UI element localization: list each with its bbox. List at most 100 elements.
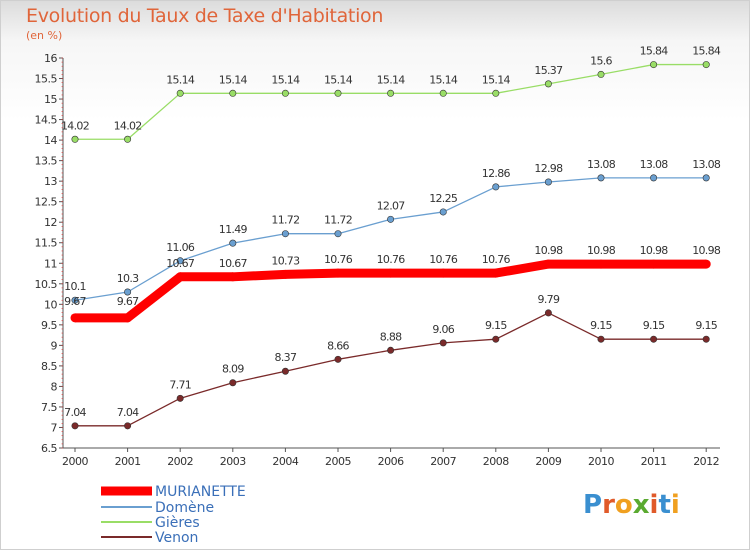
data-point bbox=[229, 379, 237, 387]
data-point bbox=[702, 335, 710, 343]
data-label: 9.67 bbox=[64, 295, 86, 308]
data-point bbox=[649, 259, 659, 269]
data-label: 10.73 bbox=[271, 254, 300, 267]
data-point bbox=[544, 309, 552, 317]
x-tick-label: 2002 bbox=[167, 455, 193, 468]
data-label: 13.08 bbox=[587, 158, 616, 171]
y-tick-label: 11 bbox=[44, 257, 57, 270]
data-point bbox=[492, 183, 500, 191]
data-label: 11.72 bbox=[324, 214, 352, 227]
data-point bbox=[650, 335, 658, 343]
y-tick-label: 7.5 bbox=[41, 401, 57, 414]
data-label: 11.49 bbox=[219, 223, 248, 236]
data-point bbox=[702, 61, 710, 69]
data-point bbox=[229, 89, 237, 97]
data-point bbox=[334, 230, 342, 238]
legend-label: MURIANETTE bbox=[155, 484, 246, 500]
data-point bbox=[281, 89, 289, 97]
data-point bbox=[123, 313, 133, 323]
data-label: 10.98 bbox=[534, 244, 563, 257]
data-point bbox=[438, 268, 448, 278]
data-label: 7.71 bbox=[169, 378, 191, 391]
data-point bbox=[596, 259, 606, 269]
data-label: 10.76 bbox=[429, 253, 458, 266]
data-point bbox=[281, 367, 289, 375]
y-tick-label: 10.5 bbox=[35, 278, 58, 291]
y-tick-label: 9 bbox=[51, 339, 58, 352]
data-label: 10.98 bbox=[587, 244, 616, 257]
y-tick-label: 13 bbox=[44, 175, 57, 188]
data-label: 15.6 bbox=[590, 54, 612, 67]
data-label: 9.06 bbox=[432, 323, 454, 336]
chart-title: Evolution du Taux de Taxe d'Habitation bbox=[26, 5, 384, 27]
data-label: 9.15 bbox=[643, 319, 665, 332]
data-point bbox=[281, 230, 289, 238]
data-point bbox=[543, 259, 553, 269]
legend-label: Gières bbox=[155, 515, 200, 531]
data-label: 10.98 bbox=[692, 244, 721, 257]
data-label: 14.02 bbox=[61, 119, 89, 132]
x-tick-label: 2007 bbox=[430, 455, 456, 468]
data-point bbox=[176, 257, 184, 265]
y-tick-label: 14 bbox=[44, 134, 57, 147]
data-point bbox=[439, 208, 447, 216]
y-tick-label: 9.5 bbox=[41, 319, 57, 332]
logo-letter: i bbox=[649, 490, 659, 520]
y-tick-label: 7 bbox=[51, 421, 58, 434]
data-point bbox=[387, 346, 395, 354]
x-tick-label: 2001 bbox=[115, 455, 141, 468]
x-tick-label: 2000 bbox=[62, 455, 88, 468]
data-point bbox=[71, 296, 79, 304]
data-point bbox=[124, 135, 132, 143]
x-tick-label: 2003 bbox=[220, 455, 246, 468]
data-label: 10.98 bbox=[640, 244, 669, 257]
data-point bbox=[650, 174, 658, 182]
data-point bbox=[70, 313, 80, 323]
data-label: 9.15 bbox=[695, 319, 717, 332]
data-label: 12.98 bbox=[534, 162, 563, 175]
y-tick-label: 12 bbox=[44, 216, 57, 229]
data-label: 13.08 bbox=[640, 158, 669, 171]
x-tick-label: 2008 bbox=[483, 455, 509, 468]
data-label: 9.79 bbox=[538, 293, 560, 306]
data-label: 10.67 bbox=[219, 257, 248, 270]
data-point bbox=[597, 174, 605, 182]
data-label: 11.72 bbox=[271, 214, 299, 227]
data-label: 10.76 bbox=[482, 253, 511, 266]
data-point bbox=[280, 269, 290, 279]
y-tick-label: 10 bbox=[44, 298, 57, 311]
data-label: 7.04 bbox=[117, 406, 139, 419]
data-point bbox=[334, 89, 342, 97]
data-label: 12.07 bbox=[377, 199, 406, 212]
data-point bbox=[492, 335, 500, 343]
data-label: 10.67 bbox=[166, 257, 195, 270]
y-tick-label: 6.5 bbox=[41, 442, 57, 455]
x-tick-label: 2011 bbox=[641, 455, 667, 468]
data-label: 15.14 bbox=[324, 73, 353, 86]
y-tick-label: 8 bbox=[51, 380, 58, 393]
data-point bbox=[229, 239, 237, 247]
data-point bbox=[176, 394, 184, 402]
data-label: 15.14 bbox=[166, 73, 195, 86]
data-point bbox=[544, 178, 552, 186]
y-tick-label: 14.5 bbox=[35, 114, 58, 127]
chart-subtitle: (en %) bbox=[26, 29, 63, 42]
data-point bbox=[71, 422, 79, 430]
y-tick-label: 15.5 bbox=[35, 73, 58, 86]
data-point bbox=[597, 335, 605, 343]
x-tick-label: 2012 bbox=[693, 455, 719, 468]
y-tick-label: 16 bbox=[44, 52, 57, 65]
data-label: 13.08 bbox=[692, 158, 721, 171]
data-label: 15.14 bbox=[377, 73, 406, 86]
data-label: 12.25 bbox=[429, 192, 458, 205]
data-point bbox=[333, 268, 343, 278]
data-point bbox=[597, 70, 605, 78]
data-point bbox=[491, 268, 501, 278]
data-point bbox=[334, 355, 342, 363]
data-label: 7.04 bbox=[64, 406, 86, 419]
logo-letter: P bbox=[583, 490, 603, 520]
data-label: 10.1 bbox=[64, 280, 86, 293]
data-label: 12.86 bbox=[482, 167, 511, 180]
data-point bbox=[439, 89, 447, 97]
legend-label: Domène bbox=[155, 500, 214, 516]
